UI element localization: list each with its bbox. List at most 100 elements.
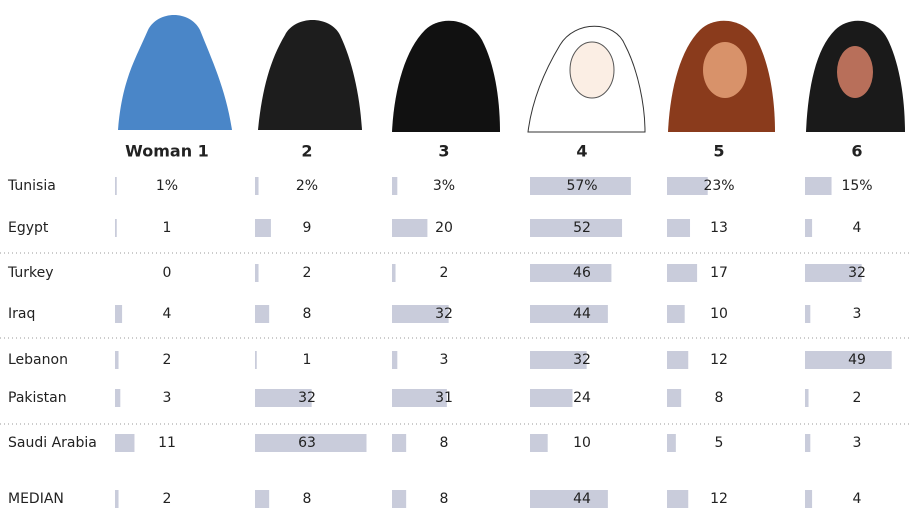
figure-3	[392, 20, 500, 133]
bar	[115, 434, 135, 452]
value-label: 32	[848, 265, 866, 281]
value-label: 2	[163, 491, 172, 507]
value-label: 32	[573, 352, 591, 368]
value-label: 52	[573, 220, 591, 236]
value-label: 46	[573, 265, 591, 281]
row-label: Turkey	[7, 265, 54, 281]
bar	[805, 219, 813, 237]
bar	[115, 219, 117, 237]
value-label: 10	[710, 306, 728, 322]
figure-2	[258, 20, 362, 130]
bar	[255, 264, 259, 282]
value-label: 2	[163, 352, 172, 368]
bar	[530, 434, 548, 452]
value-label: 11	[158, 435, 176, 451]
value-label: 31	[435, 390, 453, 406]
bar	[530, 305, 608, 323]
row-label: Saudi Arabia	[8, 435, 97, 451]
value-label: 8	[440, 491, 449, 507]
bar	[255, 177, 259, 195]
value-label: 8	[440, 435, 449, 451]
value-label: 3	[440, 352, 449, 368]
value-label: 44	[573, 491, 591, 507]
bar	[392, 389, 447, 407]
figure-1	[118, 15, 232, 130]
value-label: 3	[163, 390, 172, 406]
value-label: 32	[298, 390, 316, 406]
bar	[115, 351, 119, 369]
bar	[530, 264, 612, 282]
value-label: 3	[853, 306, 862, 322]
bar	[667, 305, 685, 323]
value-label: 2	[440, 265, 449, 281]
value-label: 3	[853, 435, 862, 451]
bar	[255, 219, 271, 237]
value-label: 15%	[841, 178, 872, 194]
bar	[392, 264, 396, 282]
illustrations	[118, 15, 905, 133]
bar	[255, 490, 270, 508]
value-label: 4	[853, 491, 862, 507]
value-label: 63	[298, 435, 316, 451]
bar	[530, 177, 631, 195]
value-label: 12	[710, 491, 728, 507]
bar	[805, 490, 813, 508]
bar	[392, 351, 398, 369]
bar	[392, 305, 449, 323]
bar	[255, 305, 270, 323]
column-header: 3	[438, 142, 449, 161]
row-label: Iraq	[8, 306, 35, 322]
face-5	[703, 42, 747, 98]
value-label: 8	[303, 306, 312, 322]
value-label: 4	[163, 306, 172, 322]
value-label: 23%	[703, 178, 734, 194]
bar	[115, 389, 121, 407]
row-label: Pakistan	[8, 390, 67, 406]
value-label: 2%	[296, 178, 318, 194]
bar	[667, 351, 689, 369]
value-label: 8	[303, 491, 312, 507]
bar	[392, 490, 407, 508]
bar	[667, 490, 689, 508]
bar	[255, 351, 257, 369]
bar	[530, 351, 587, 369]
bar	[392, 219, 428, 237]
value-label: 57%	[566, 178, 597, 194]
column-header: Woman 1	[125, 142, 209, 161]
bar	[115, 490, 119, 508]
bar	[805, 305, 811, 323]
column-header: 6	[851, 142, 862, 161]
value-label: 1%	[156, 178, 178, 194]
bar	[115, 305, 123, 323]
bar	[530, 389, 573, 407]
value-label: 12	[710, 352, 728, 368]
bar	[667, 434, 676, 452]
column-header: 5	[713, 142, 724, 161]
row-label: Tunisia	[7, 178, 56, 194]
bar	[255, 434, 367, 452]
value-label: 49	[848, 352, 866, 368]
bar	[667, 219, 691, 237]
bar	[392, 177, 398, 195]
value-label: 24	[573, 390, 591, 406]
bar	[805, 264, 862, 282]
column-header: 2	[301, 142, 312, 161]
bar	[255, 389, 312, 407]
bar	[667, 177, 708, 195]
face-4	[569, 41, 615, 99]
value-label: 13	[710, 220, 728, 236]
row-label: Lebanon	[8, 352, 68, 368]
bar	[805, 351, 892, 369]
value-label: 2	[853, 390, 862, 406]
value-label: 0	[163, 265, 172, 281]
bar	[805, 177, 832, 195]
bar	[115, 177, 117, 195]
value-label: 10	[573, 435, 591, 451]
bar	[805, 434, 811, 452]
bar	[667, 389, 682, 407]
value-label: 5	[715, 435, 724, 451]
value-label: 1	[303, 352, 312, 368]
value-label: 9	[303, 220, 312, 236]
bar	[805, 389, 809, 407]
